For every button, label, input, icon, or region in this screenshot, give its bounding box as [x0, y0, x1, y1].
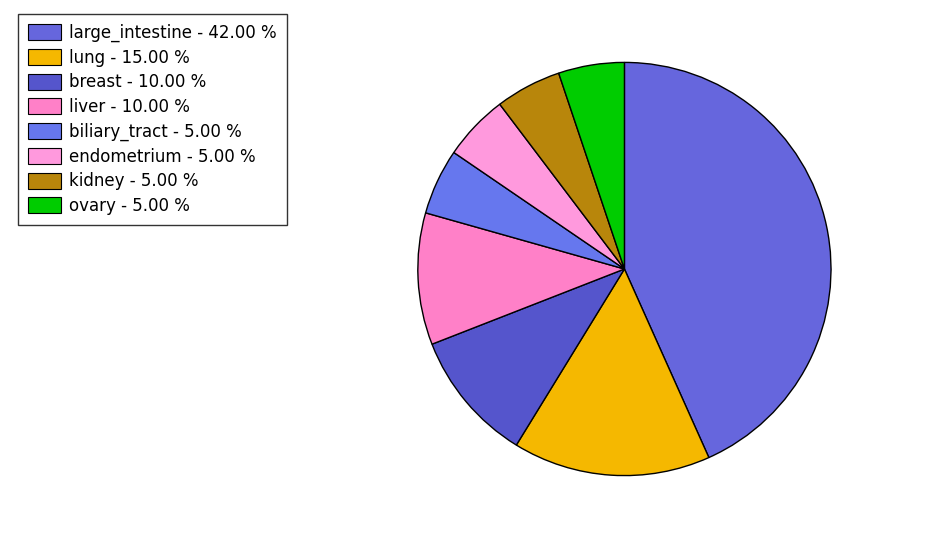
Wedge shape [432, 269, 624, 445]
Wedge shape [425, 152, 624, 269]
Wedge shape [624, 62, 831, 457]
Wedge shape [454, 104, 624, 269]
Wedge shape [559, 62, 624, 269]
Legend: large_intestine - 42.00 %, lung - 15.00 %, breast - 10.00 %, liver - 10.00 %, bi: large_intestine - 42.00 %, lung - 15.00 … [18, 13, 287, 225]
Wedge shape [516, 269, 709, 476]
Wedge shape [500, 73, 624, 269]
Wedge shape [418, 213, 624, 344]
